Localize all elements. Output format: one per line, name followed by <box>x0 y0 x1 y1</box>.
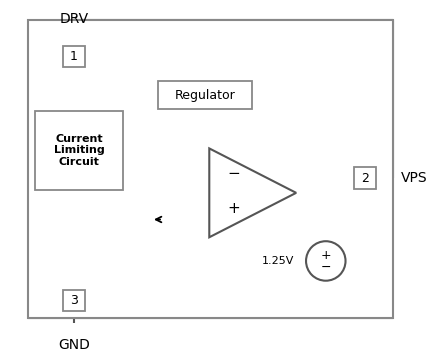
Circle shape <box>306 241 346 281</box>
Text: +: + <box>321 248 331 261</box>
Text: Current
Limiting
Circuit: Current Limiting Circuit <box>54 134 105 167</box>
Text: −: − <box>228 166 240 181</box>
Bar <box>35 111 124 190</box>
Text: 1: 1 <box>70 50 78 63</box>
Bar <box>63 290 85 311</box>
Text: +: + <box>228 201 240 216</box>
Polygon shape <box>209 148 296 237</box>
Text: 2: 2 <box>361 171 369 184</box>
Text: 3: 3 <box>70 294 78 307</box>
Text: DRV: DRV <box>60 12 89 26</box>
Bar <box>158 81 252 109</box>
Text: VPS: VPS <box>401 171 427 185</box>
Bar <box>63 46 85 68</box>
Text: Regulator: Regulator <box>175 88 235 101</box>
Text: −: − <box>321 261 331 274</box>
Text: 1.25V: 1.25V <box>262 256 294 266</box>
Text: GND: GND <box>58 338 90 352</box>
Bar <box>354 167 376 189</box>
Bar <box>28 20 393 318</box>
